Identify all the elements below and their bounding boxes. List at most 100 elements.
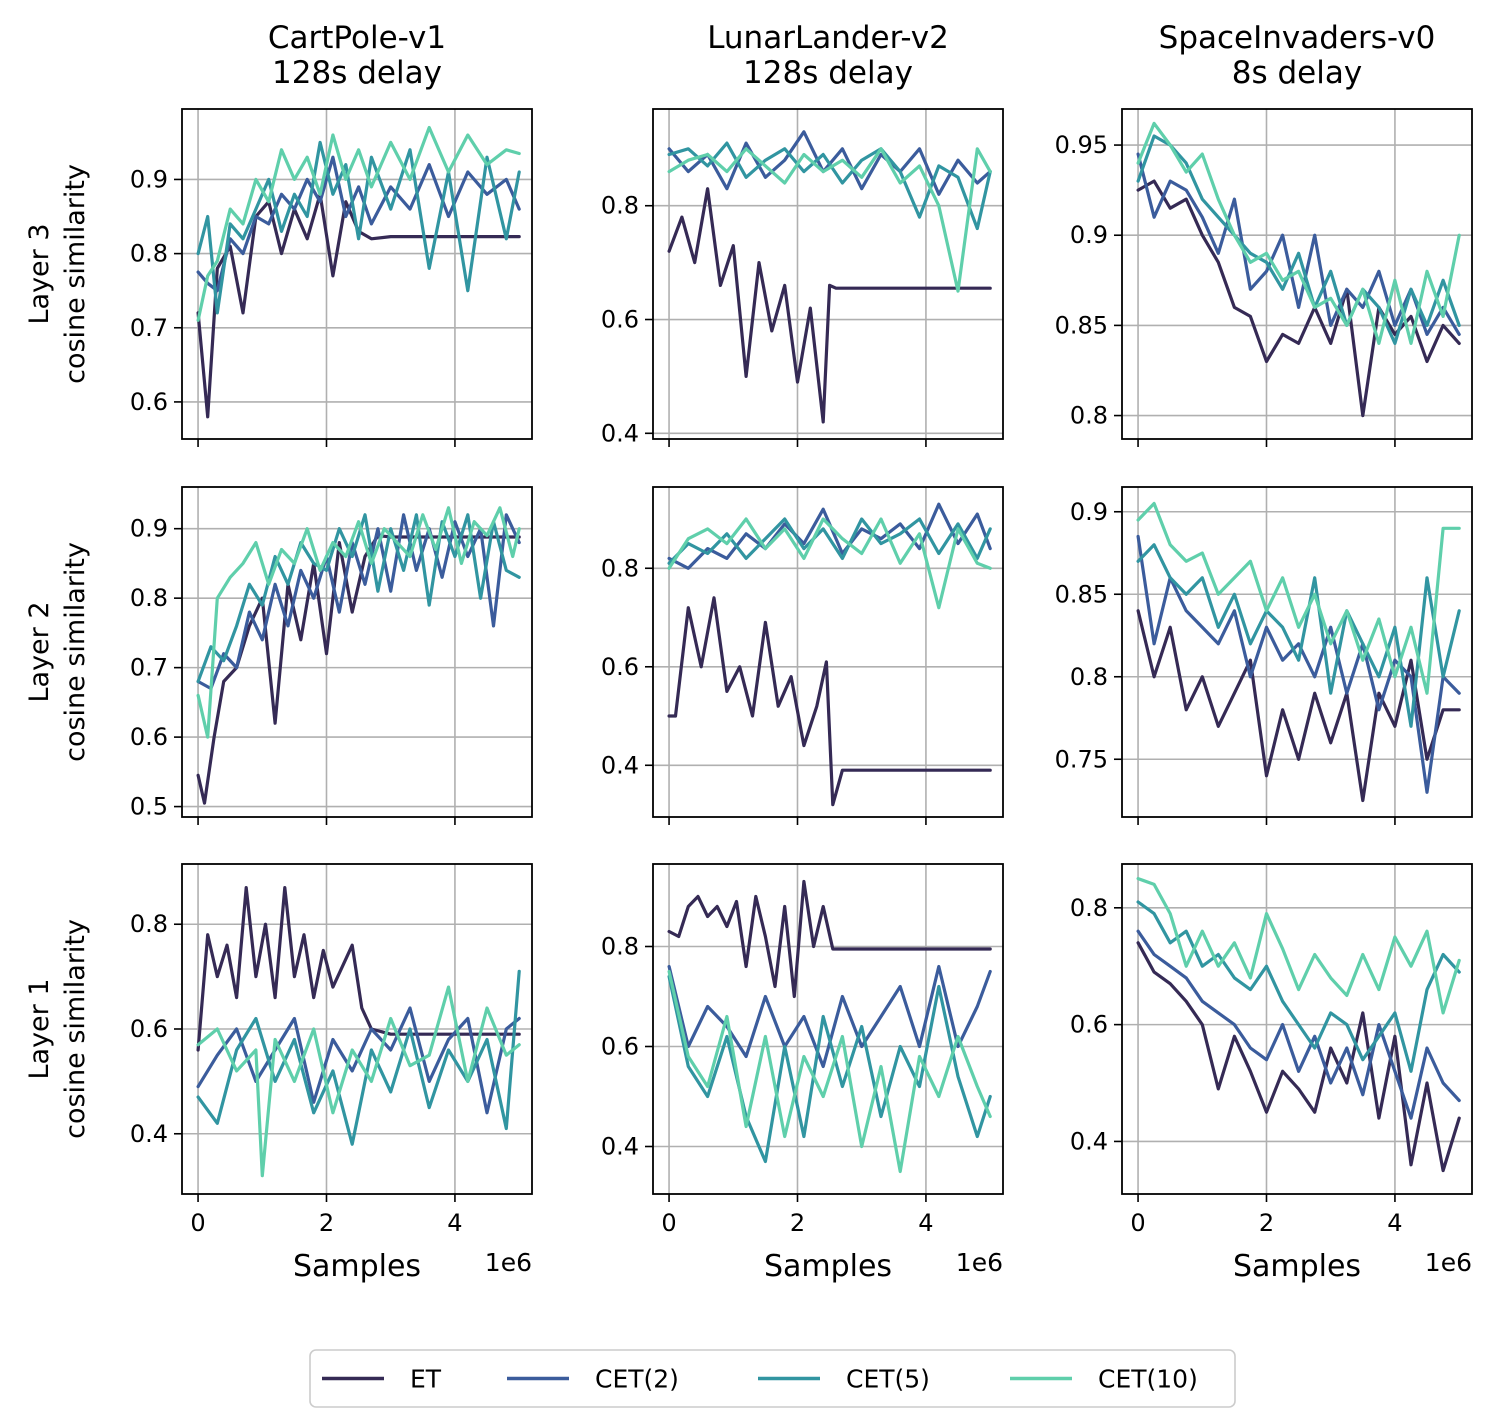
legend-entry: CET(2)	[507, 1365, 679, 1394]
x-tick-label: 4	[918, 1209, 933, 1237]
legend: ET CET(2) CET(5) CET(10)	[309, 1349, 1236, 1408]
series-line-CET(10)	[667, 147, 992, 293]
y-tick-label: 0.7	[130, 314, 168, 342]
subplot-2-1: 0.4 0.6 0.8 0 2 4 Samples 1e6	[601, 863, 1004, 1284]
legend-entry: CET(10)	[1010, 1365, 1198, 1394]
legend-label: ET	[410, 1365, 442, 1394]
y-tick-label: 0.4	[601, 751, 639, 779]
series-line-CET(10)	[196, 985, 521, 1178]
x-tick-label: 4	[1387, 1209, 1402, 1237]
y-tick-label: 0.8	[130, 240, 168, 268]
x-tick-label: 0	[661, 1209, 676, 1237]
y-tick-label: 0.6	[601, 306, 639, 334]
series-line-ET	[196, 885, 521, 1052]
subplot-title: SpaceInvaders-v0	[1159, 20, 1436, 56]
y-tick-label: 0.8	[1070, 402, 1108, 430]
x-axis-label: Samples	[293, 1249, 421, 1284]
x-tick-label: 0	[1130, 1209, 1145, 1237]
y-axis-label: Layer 3	[24, 223, 55, 324]
y-tick-label: 0.9	[130, 165, 168, 193]
series-line-CET(5)	[1136, 134, 1461, 345]
series-line-CET(2)	[1136, 152, 1461, 336]
subplot-1-1: 0.4 0.6 0.8	[601, 486, 1004, 825]
series-line-CET(2)	[196, 1006, 521, 1115]
y-tick-label: 0.8	[130, 584, 168, 612]
y-tick-label: 0.8	[601, 933, 639, 961]
x-tick-label: 4	[447, 1209, 462, 1237]
series-line-ET	[196, 192, 521, 419]
y-tick-label: 0.5	[130, 793, 168, 821]
series-line-CET(2)	[1136, 929, 1461, 1120]
x-tick-label: 2	[319, 1209, 334, 1237]
y-tick-label: 0.4	[601, 419, 639, 447]
y-tick-label: 0.8	[601, 192, 639, 220]
x-axis-multiplier: 1e6	[485, 1248, 532, 1277]
series-line-CET(10)	[1136, 501, 1461, 695]
y-tick-label: 0.6	[130, 1015, 168, 1043]
axes-frame	[181, 108, 533, 440]
series-line-CET(10)	[1136, 876, 1461, 1015]
subplot-2-2: 0.4 0.6 0.8 0 2 4 Samples 1e6	[1070, 863, 1473, 1284]
y-tick-label: 0.4	[1070, 1127, 1108, 1155]
series-line-CET(10)	[667, 969, 992, 1174]
series-line-CET(5)	[196, 513, 521, 684]
series-line-CET(2)	[667, 502, 992, 570]
y-tick-label: 0.6	[130, 723, 168, 751]
series-line-CET(5)	[667, 517, 992, 565]
series-line-ET	[196, 533, 521, 805]
series-line-ET	[667, 596, 992, 807]
y-tick-label: 0.4	[601, 1133, 639, 1161]
subplot-title: CartPole-v1	[268, 20, 446, 56]
series-line-ET	[1136, 609, 1461, 803]
x-axis-multiplier: 1e6	[1425, 1248, 1472, 1277]
axes-frame	[1121, 486, 1473, 818]
series-line-CET(10)	[1136, 121, 1461, 345]
y-tick-label: 0.95	[1055, 131, 1108, 159]
x-tick-label: 2	[1259, 1209, 1274, 1237]
x-axis-label: Samples	[1233, 1249, 1361, 1284]
y-tick-label: 0.6	[130, 388, 168, 416]
subplot-title: 8s delay	[1232, 55, 1362, 91]
axes-frame	[181, 486, 533, 818]
y-tick-label: 0.6	[601, 1033, 639, 1061]
subplot-1-2: 0.75 0.8 0.85 0.9	[1055, 486, 1473, 825]
axes-frame	[652, 863, 1004, 1195]
y-tick-label: 0.7	[130, 654, 168, 682]
y-tick-label: 0.9	[1070, 498, 1108, 526]
axes-frame	[1121, 863, 1473, 1195]
axes-frame	[652, 486, 1004, 818]
x-axis-label: Samples	[764, 1249, 892, 1284]
y-tick-label: 0.4	[130, 1120, 168, 1148]
series-line-CET(2)	[667, 130, 992, 196]
y-axis-label: cosine similarity	[60, 164, 91, 384]
axes-frame	[1121, 108, 1473, 440]
legend-label: CET(5)	[846, 1365, 930, 1394]
legend-label: CET(10)	[1098, 1365, 1198, 1394]
series-line-ET	[1136, 179, 1461, 418]
legend-entry: CET(5)	[758, 1365, 930, 1394]
y-tick-label: 0.8	[130, 910, 168, 938]
y-axis-label: cosine similarity	[60, 919, 91, 1139]
series-line-ET	[1136, 941, 1461, 1173]
series-line-CET(5)	[196, 140, 521, 315]
y-tick-label: 0.85	[1055, 311, 1108, 339]
series-line-CET(10)	[196, 506, 521, 739]
y-tick-label: 0.85	[1055, 580, 1108, 608]
x-tick-label: 0	[190, 1209, 205, 1237]
y-tick-label: 0.6	[1070, 1011, 1108, 1039]
y-tick-label: 0.8	[1070, 663, 1108, 691]
y-axis-label: cosine similarity	[60, 542, 91, 762]
subplot-1-0: 0.5 0.6 0.7 0.8 0.9 Layer 2 cosine similarity	[24, 486, 533, 825]
y-tick-label: 0.75	[1055, 745, 1108, 773]
y-tick-label: 0.6	[601, 653, 639, 681]
series-line-CET(10)	[196, 125, 521, 322]
series-line-CET(5)	[667, 141, 992, 231]
series-line-CET(10)	[667, 517, 992, 610]
y-tick-label: 0.9	[130, 515, 168, 543]
y-tick-label: 0.8	[601, 554, 639, 582]
y-tick-label: 0.8	[1070, 894, 1108, 922]
